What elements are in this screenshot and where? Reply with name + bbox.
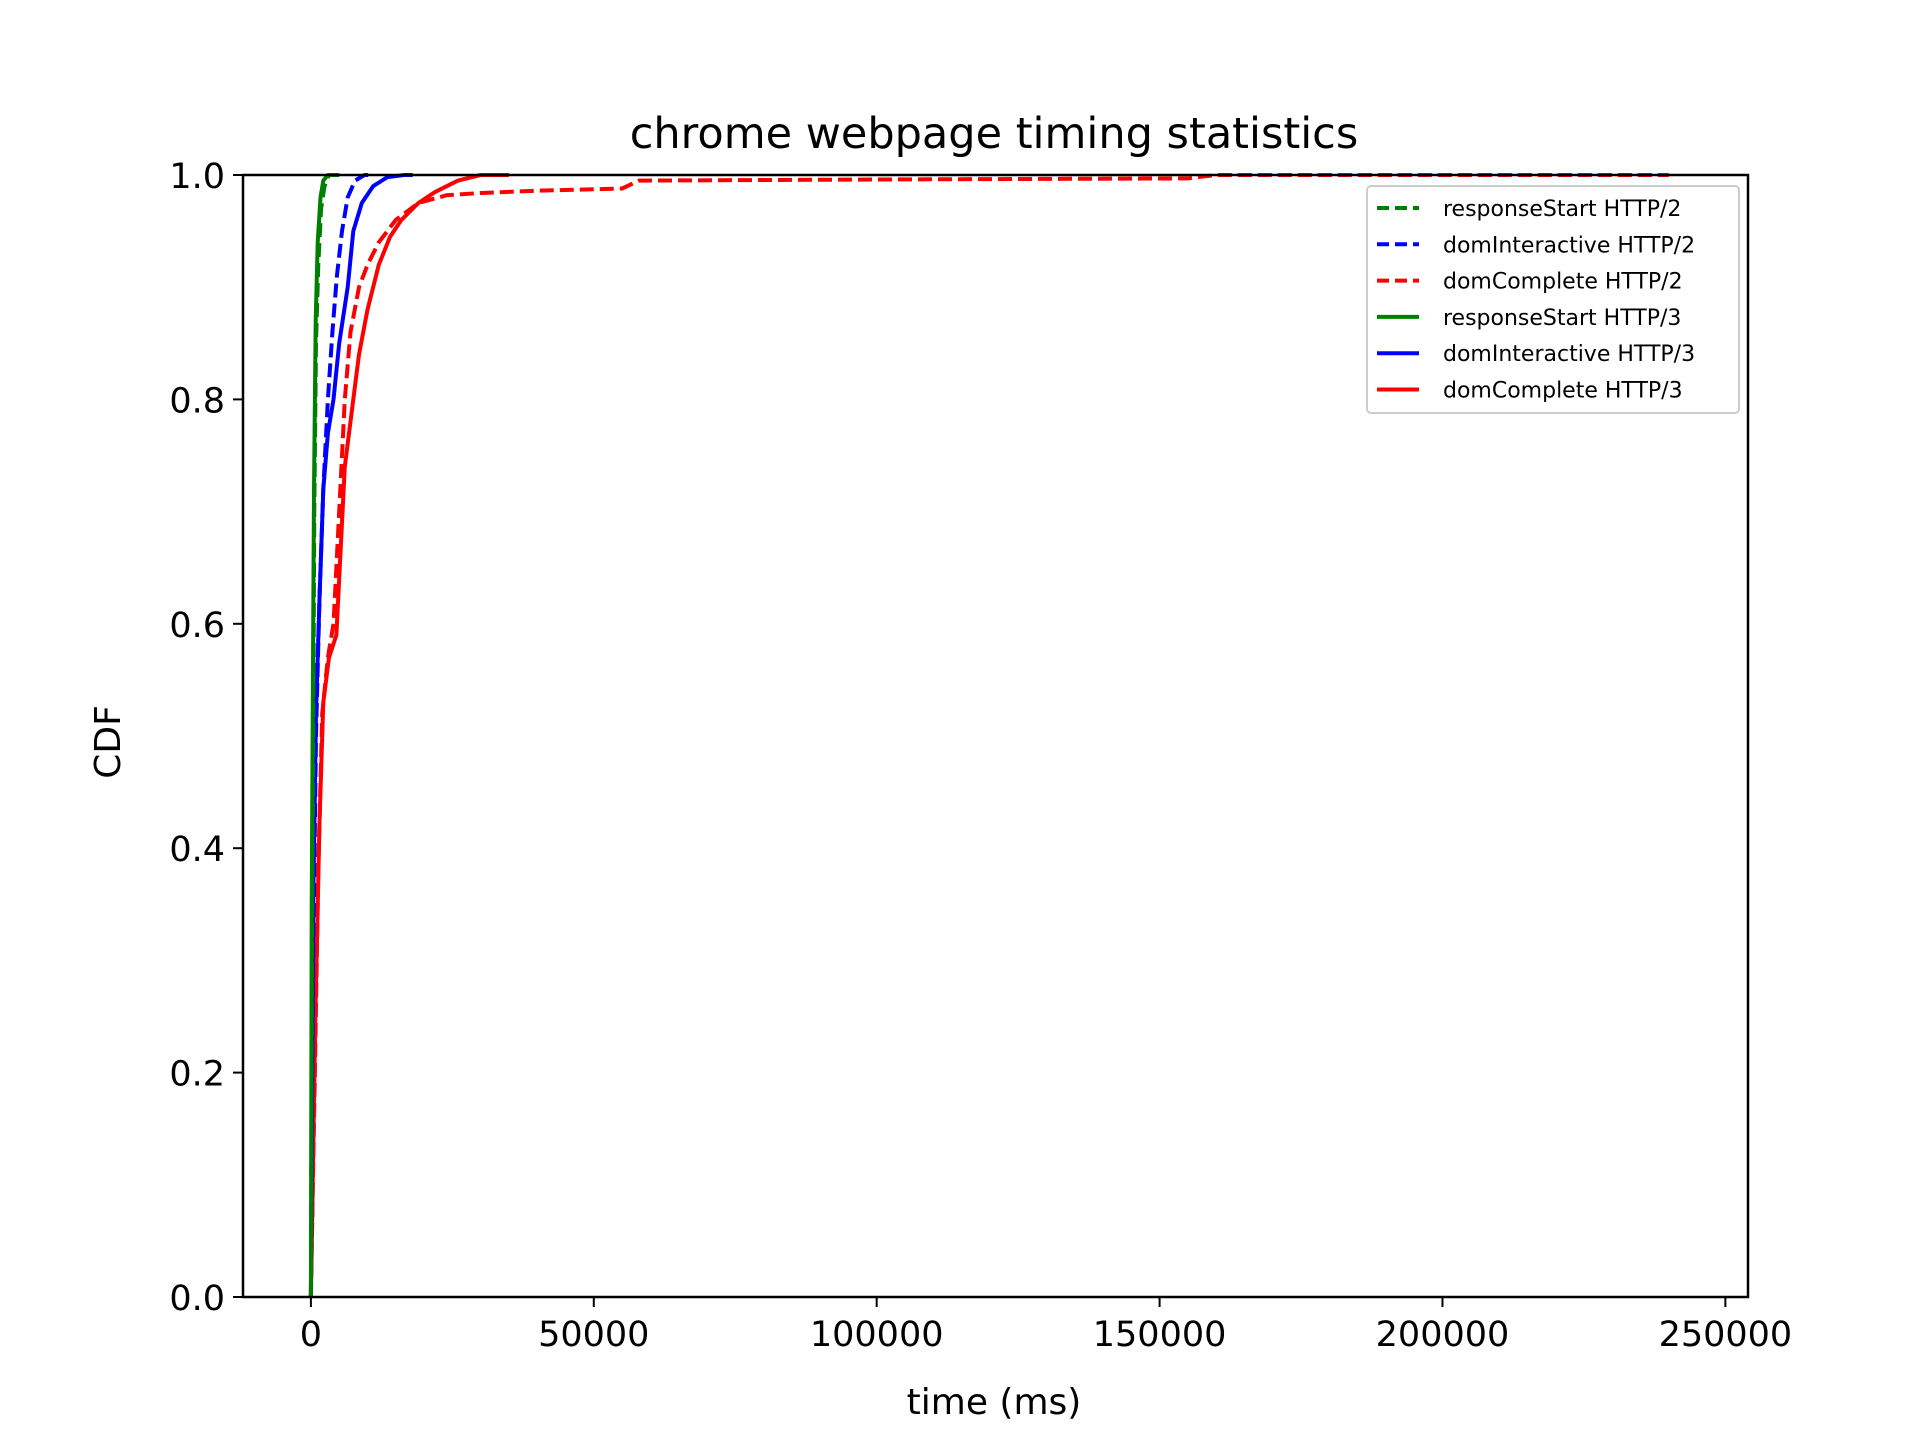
series-line-2 — [308, 173, 1669, 1298]
legend-box — [1366, 185, 1740, 414]
series-line-1 — [308, 173, 374, 1298]
x-tick-label: 100000 — [810, 1315, 944, 1355]
legend-label: responseStart HTTP/3 — [1443, 306, 1681, 331]
series-line-5 — [308, 173, 509, 1298]
legend-label: domComplete HTTP/3 — [1443, 379, 1683, 404]
x-tick-label: 150000 — [1093, 1315, 1227, 1355]
x-axis-label: time (ms) — [907, 1382, 1082, 1423]
y-axis-label: CDF — [88, 705, 129, 779]
x-tick-label: 200000 — [1376, 1315, 1510, 1355]
series-line-0 — [308, 173, 340, 1298]
legend-label: responseStart HTTP/2 — [1443, 197, 1681, 222]
x-tick-label: 250000 — [1659, 1315, 1793, 1355]
y-tick-label: 0.0 — [169, 1279, 225, 1319]
legend-label: domInteractive HTTP/2 — [1443, 233, 1695, 258]
plot-area — [308, 173, 1669, 1298]
legend-label: domComplete HTTP/2 — [1443, 270, 1683, 295]
y-tick-label: 0.6 — [169, 606, 225, 646]
y-tick-label: 0.8 — [169, 381, 225, 421]
axis-ticks: 0 50000 100000 150000 200000 250000 0.0 0.2 0.4 0… — [169, 157, 1792, 1355]
y-tick-label: 0.4 — [169, 830, 225, 870]
chart-title: chrome webpage timing statistics — [630, 109, 1358, 159]
y-tick-label: 1.0 — [169, 157, 225, 197]
legend-label: domInteractive HTTP/3 — [1443, 342, 1695, 367]
legend: responseStart HTTP/2 domInteractive HTTP/… — [1366, 185, 1740, 414]
x-tick-label: 50000 — [538, 1315, 649, 1355]
x-tick-label: 0 — [300, 1315, 322, 1355]
y-tick-label: 0.2 — [169, 1055, 225, 1095]
axes-frame — [241, 173, 1750, 1299]
